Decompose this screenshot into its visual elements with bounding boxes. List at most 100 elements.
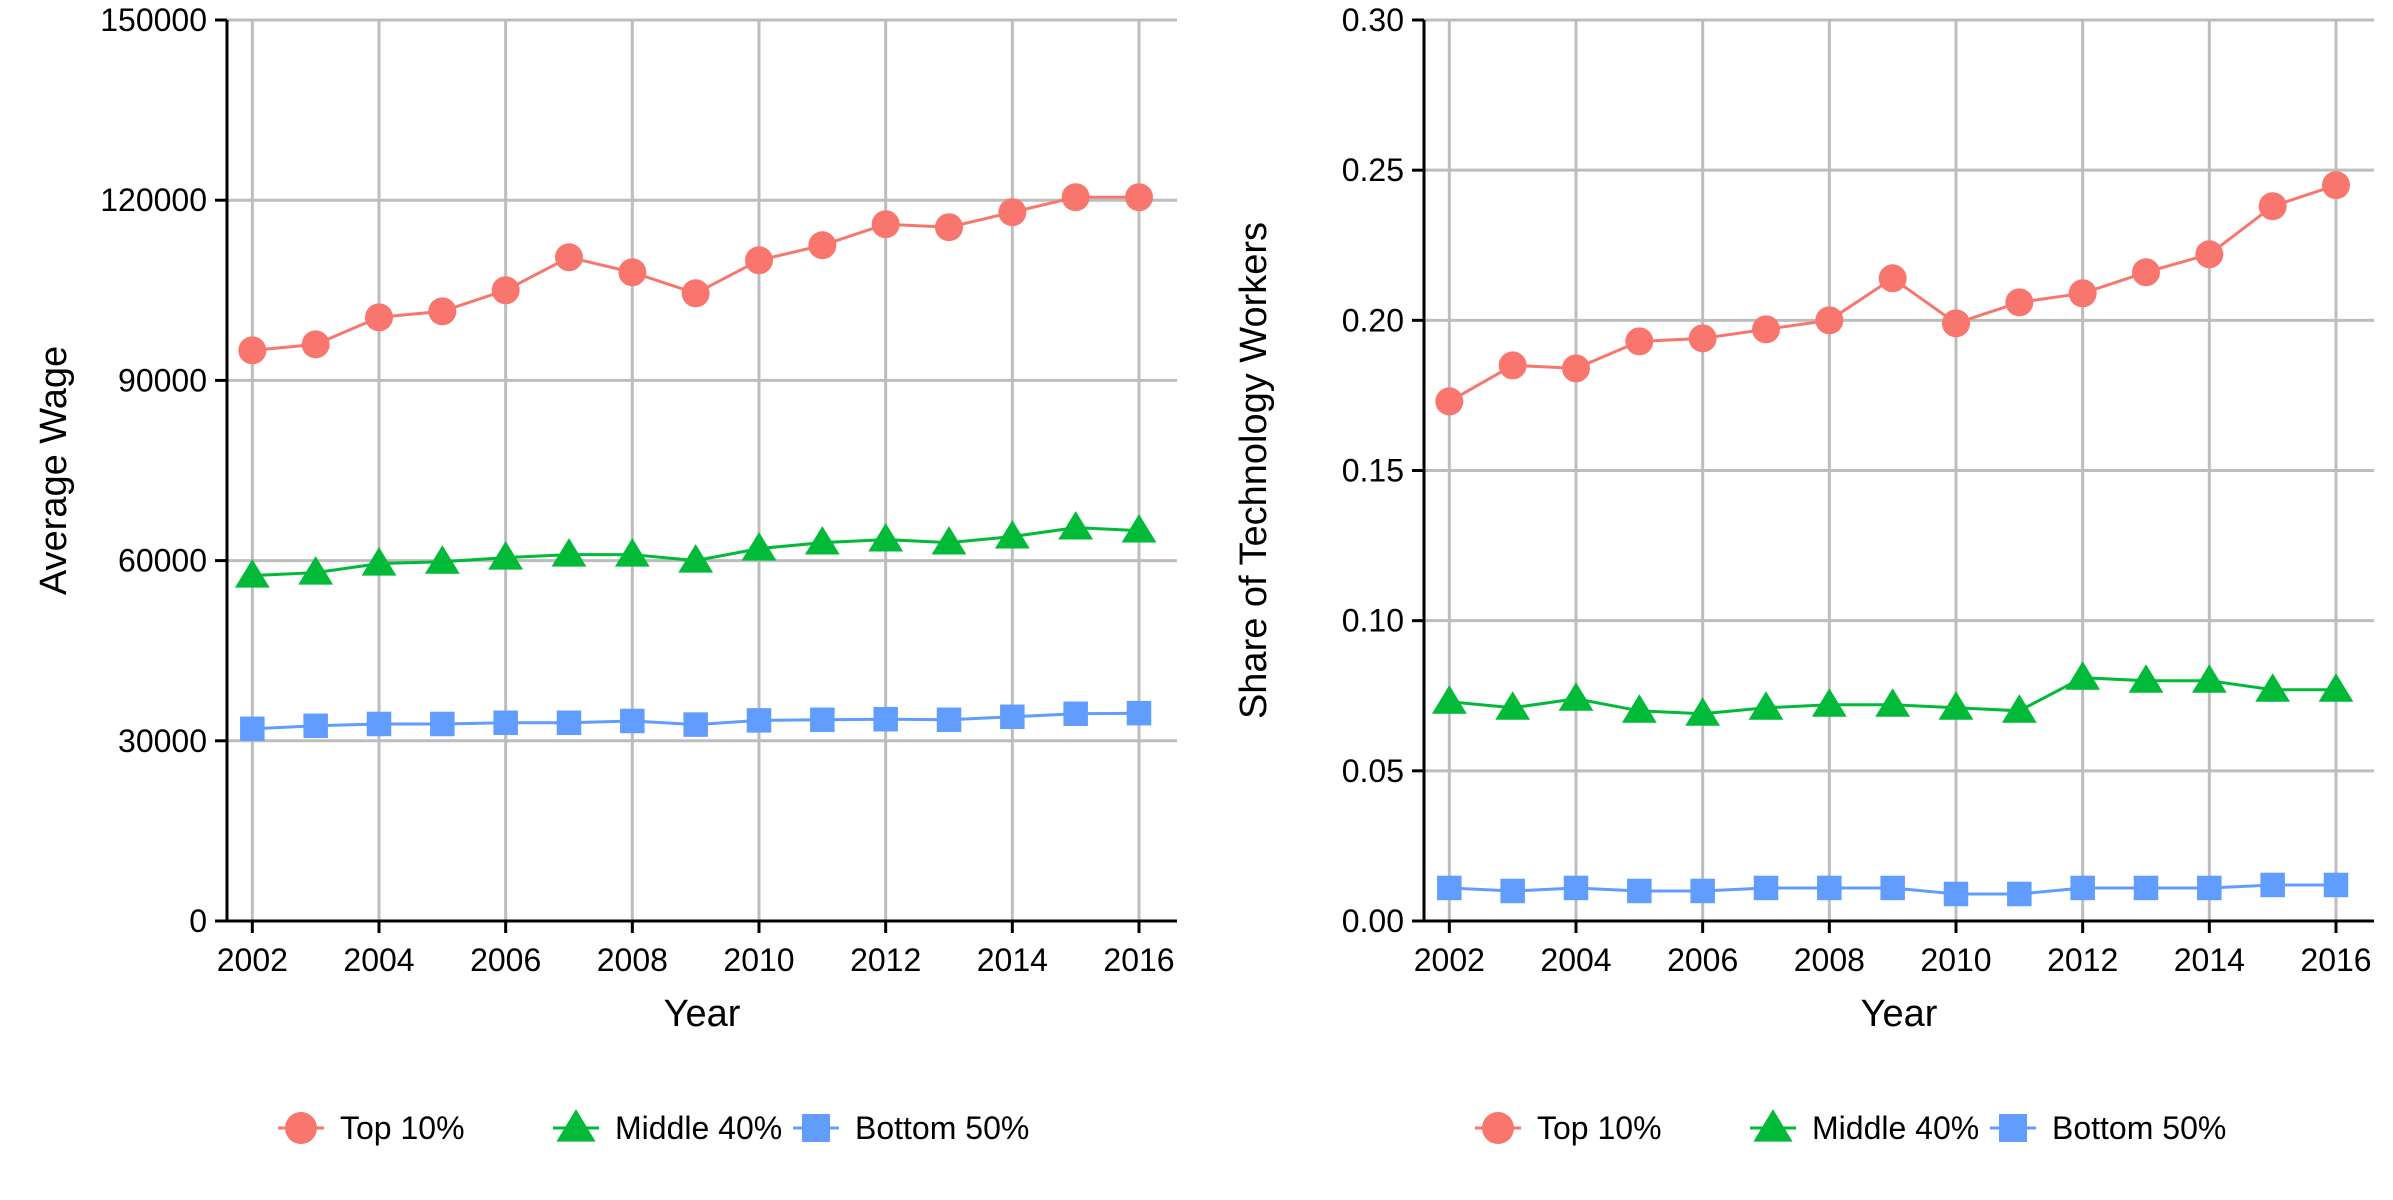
data-point-triangle [1431,685,1467,714]
data-point-circle [1061,183,1090,212]
x-tick-label: 2006 [470,942,541,978]
x-tick-label: 2002 [1414,942,1485,978]
data-point-triangle [614,538,650,567]
data-point-square [1817,875,1842,901]
data-point-circle [491,276,520,305]
data-point-circle [1752,315,1780,344]
data-point-triangle [2255,673,2291,702]
data-point-square [1690,878,1715,904]
data-point-square [1880,875,1905,901]
data-point-circle [1942,309,1970,338]
y-axis-title: Share of Technology Workers [1233,222,1275,719]
data-point-square [2133,875,2159,901]
y-tick-label: 150000 [100,2,207,38]
data-point-circle [1435,387,1464,416]
data-point-circle [1815,306,1844,335]
data-point-square [746,708,772,733]
data-point-square [1943,881,1969,907]
y-tick-label: 0.30 [1342,2,1404,38]
data-point-square [1500,878,1525,904]
data-point-square [1627,878,1652,904]
x-axis-title: Year [1861,993,1938,1035]
data-point-triangle [1748,691,1784,720]
legend-label: Middle 40% [615,1110,782,1146]
data-point-circle [238,336,267,365]
data-point-triangle [1621,694,1657,723]
y-tick-label: 0.00 [1342,903,1404,939]
data-point-circle [1688,324,1717,353]
legend-marker-square [802,1114,830,1142]
legend-marker-triangle [556,1109,596,1142]
data-point-circle [1498,351,1527,380]
x-tick-label: 2016 [2300,942,2371,978]
legend: Top 10% Middle 40% Bottom 50% [278,1109,1029,1146]
x-tick-label: 2008 [597,942,668,978]
legend-marker-circle [285,1112,317,1144]
data-point-triangle [2065,661,2101,690]
legend-label: Top 10% [1537,1110,1662,1146]
series-top-10 [1435,171,2350,416]
y-tick-label: 60000 [118,543,207,579]
y-tick-label: 120000 [100,182,207,218]
data-point-circle [555,243,583,272]
data-point-triangle [1495,691,1531,720]
data-point-circle [871,210,900,239]
y-tick-label: 0.15 [1342,453,1404,489]
data-point-triangle [551,538,587,567]
data-point-circle [428,297,457,326]
x-tick-label: 2012 [2047,942,2118,978]
data-point-square [2070,875,2095,901]
data-point-triangle [994,520,1030,549]
x-tick-label: 2012 [850,942,921,978]
data-point-triangle [1875,688,1911,717]
x-tick-label: 2008 [1794,942,1865,978]
data-point-circle [808,231,837,260]
series-middle-40 [1431,661,2354,726]
y-tick-label: 0.25 [1342,152,1404,188]
data-point-square [2323,872,2349,898]
data-point-square [240,716,265,742]
data-point-circle [618,258,647,287]
data-point-square [1563,875,1589,901]
data-point-triangle [2191,664,2227,693]
data-point-circle [365,303,393,332]
data-point-triangle [2128,664,2164,693]
legend-label: Bottom 50% [855,1110,1029,1146]
data-point-circle [998,198,1027,227]
x-tick-label: 2002 [217,942,288,978]
data-point-circle [1878,264,1907,293]
series-bottom-50 [1437,872,2349,907]
series-top-10 [238,183,1153,365]
data-point-triangle [678,544,714,573]
data-point-triangle [1938,691,1974,720]
tech-share-chart-panel: 0.00 0.05 0.10 0.15 0.20 0.25 0.30 2002 2004 2006… [1233,2,2374,1146]
data-point-square [556,710,582,736]
data-point-square [493,710,518,736]
legend: Top 10% Middle 40% Bottom 50% [1475,1109,2226,1146]
data-point-square [1437,875,1462,901]
series-middle-40 [234,511,1157,588]
data-point-triangle [1558,682,1594,711]
data-point-square [430,711,455,737]
legend-marker-square [1999,1114,2027,1142]
data-point-circle [935,213,963,242]
data-point-triangle [741,532,777,561]
data-point-triangle [1121,514,1157,543]
y-tick-label: 90000 [118,362,207,398]
data-point-circle [301,330,330,359]
data-point-square [810,707,835,733]
legend-marker-circle [1482,1112,1514,1144]
data-point-triangle [424,545,460,574]
data-point-triangle [868,523,904,552]
data-point-triangle [361,547,397,576]
y-axis-title: Average Wage [33,346,75,595]
wage-chart-panel: 0 30000 60000 90000 120000 150000 2002 2004 2006… [33,2,1177,1146]
data-point-triangle [804,526,840,555]
data-point-circle [1625,327,1654,356]
data-point-square [1753,875,1779,901]
y-tick-label: 30000 [118,723,207,759]
y-tick-label: 0.10 [1342,603,1404,639]
legend-label: Bottom 50% [2052,1110,2226,1146]
data-point-triangle [1685,697,1721,726]
x-tick-label: 2004 [1540,942,1611,978]
